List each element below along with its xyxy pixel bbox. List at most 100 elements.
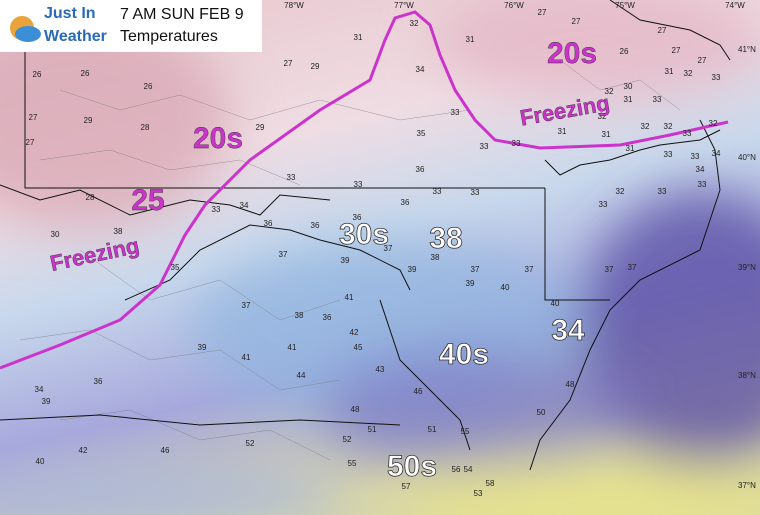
station-temperature: 26 (33, 70, 42, 79)
latitude-label: 39°N (738, 263, 756, 272)
station-temperature: 39 (466, 279, 475, 288)
station-temperature: 40 (36, 457, 45, 466)
station-temperature: 31 (466, 35, 475, 44)
station-temperature: 27 (284, 59, 293, 68)
station-temperature: 31 (626, 144, 635, 153)
station-temperature: 48 (566, 380, 575, 389)
longitude-label: 77°W (394, 1, 414, 10)
station-temperature: 27 (672, 46, 681, 55)
station-temperature: 27 (538, 8, 547, 17)
station-temperature: 35 (171, 263, 180, 272)
station-temperature: 33 (698, 180, 707, 189)
station-temperature: 33 (480, 142, 489, 151)
station-temperature: 48 (351, 405, 360, 414)
station-temperature: 34 (696, 165, 705, 174)
region-label: 30s (339, 218, 389, 251)
station-temperature: 34 (416, 65, 425, 74)
station-temperature: 27 (29, 113, 38, 122)
region-label: 34 (551, 314, 585, 347)
county-lines (19, 59, 681, 461)
station-temperature: 29 (311, 62, 320, 71)
station-temperature: 41 (345, 293, 354, 302)
station-temperature: 36 (311, 221, 320, 230)
labels-layer: 80°W79°W78°W77°W76°W75°W74°W41°N40°N39°N… (26, 1, 757, 498)
station-temperature: 55 (348, 459, 357, 468)
station-temperature: 37 (628, 263, 637, 272)
station-temperature: 38 (114, 227, 123, 236)
station-temperature: 33 (653, 95, 662, 104)
station-temperature: 43 (376, 365, 385, 374)
station-temperature: 32 (410, 19, 419, 28)
station-temperature: 39 (408, 265, 417, 274)
station-temperature: 32 (664, 122, 673, 131)
station-temperature: 36 (401, 198, 410, 207)
station-temperature: 42 (350, 328, 359, 337)
station-temperature: 35 (417, 129, 426, 138)
logo: Just In Weather (10, 5, 107, 45)
station-temperature: 33 (691, 152, 700, 161)
region-label: 25 (131, 184, 164, 217)
station-temperature: 36 (323, 313, 332, 322)
station-temperature: 37 (384, 244, 393, 253)
station-temperature: 39 (341, 256, 350, 265)
station-temperature: 33 (212, 205, 221, 214)
station-temperature: 51 (368, 425, 377, 434)
region-label: 20s (547, 37, 597, 70)
station-temperature: 42 (79, 446, 88, 455)
station-temperature: 32 (616, 187, 625, 196)
station-temperature: 33 (512, 139, 521, 148)
station-temperature: 50 (537, 408, 546, 417)
latitude-label: 38°N (738, 371, 756, 380)
station-temperature: 36 (264, 219, 273, 228)
station-temperature: 34 (712, 149, 721, 158)
station-temperature: 33 (658, 187, 667, 196)
station-temperature: 54 (464, 465, 473, 474)
station-temperature: 39 (42, 397, 51, 406)
region-label: 50s (387, 450, 437, 483)
longitude-label: 76°W (504, 1, 524, 10)
region-label: 38 (429, 222, 462, 255)
station-temperature: 39 (198, 343, 207, 352)
station-temperature: 52 (246, 439, 255, 448)
logo-cloud (15, 26, 41, 42)
station-temperature: 33 (354, 180, 363, 189)
longitude-label: 75°W (615, 1, 635, 10)
station-temperature: 27 (572, 17, 581, 26)
station-temperature: 37 (471, 265, 480, 274)
station-temperature: 33 (664, 150, 673, 159)
valid-time: 7 AM SUN FEB 9 (120, 6, 244, 23)
product-name: Temperatures (120, 28, 218, 45)
freezing-line (0, 10, 729, 370)
station-temperature: 29 (256, 123, 265, 132)
station-temperature: 33 (599, 200, 608, 209)
station-temperature: 36 (353, 213, 362, 222)
station-temperature: 27 (26, 138, 35, 147)
station-temperature: 58 (486, 479, 495, 488)
station-temperature: 28 (86, 193, 95, 202)
station-temperature: 26 (144, 82, 153, 91)
station-temperature: 31 (624, 95, 633, 104)
station-temperature: 44 (297, 371, 306, 380)
station-temperature: 34 (35, 385, 44, 394)
station-temperature: 40 (501, 283, 510, 292)
station-temperature: 31 (602, 130, 611, 139)
region-label: 20s (193, 122, 243, 155)
station-temperature: 26 (620, 47, 629, 56)
station-temperature: 36 (94, 377, 103, 386)
station-temperature: 32 (709, 119, 718, 128)
region-label: 40s (439, 338, 489, 371)
station-temperature: 41 (242, 353, 251, 362)
station-temperature: 28 (141, 123, 150, 132)
station-temperature: 53 (474, 489, 483, 498)
station-temperature: 38 (295, 311, 304, 320)
station-temperature: 46 (161, 446, 170, 455)
station-temperature: 38 (431, 253, 440, 262)
station-temperature: 37 (605, 265, 614, 274)
station-temperature: 33 (683, 129, 692, 138)
station-temperature: 31 (354, 33, 363, 42)
station-temperature: 32 (605, 87, 614, 96)
latitude-label: 37°N (738, 481, 756, 490)
station-temperature: 33 (451, 108, 460, 117)
